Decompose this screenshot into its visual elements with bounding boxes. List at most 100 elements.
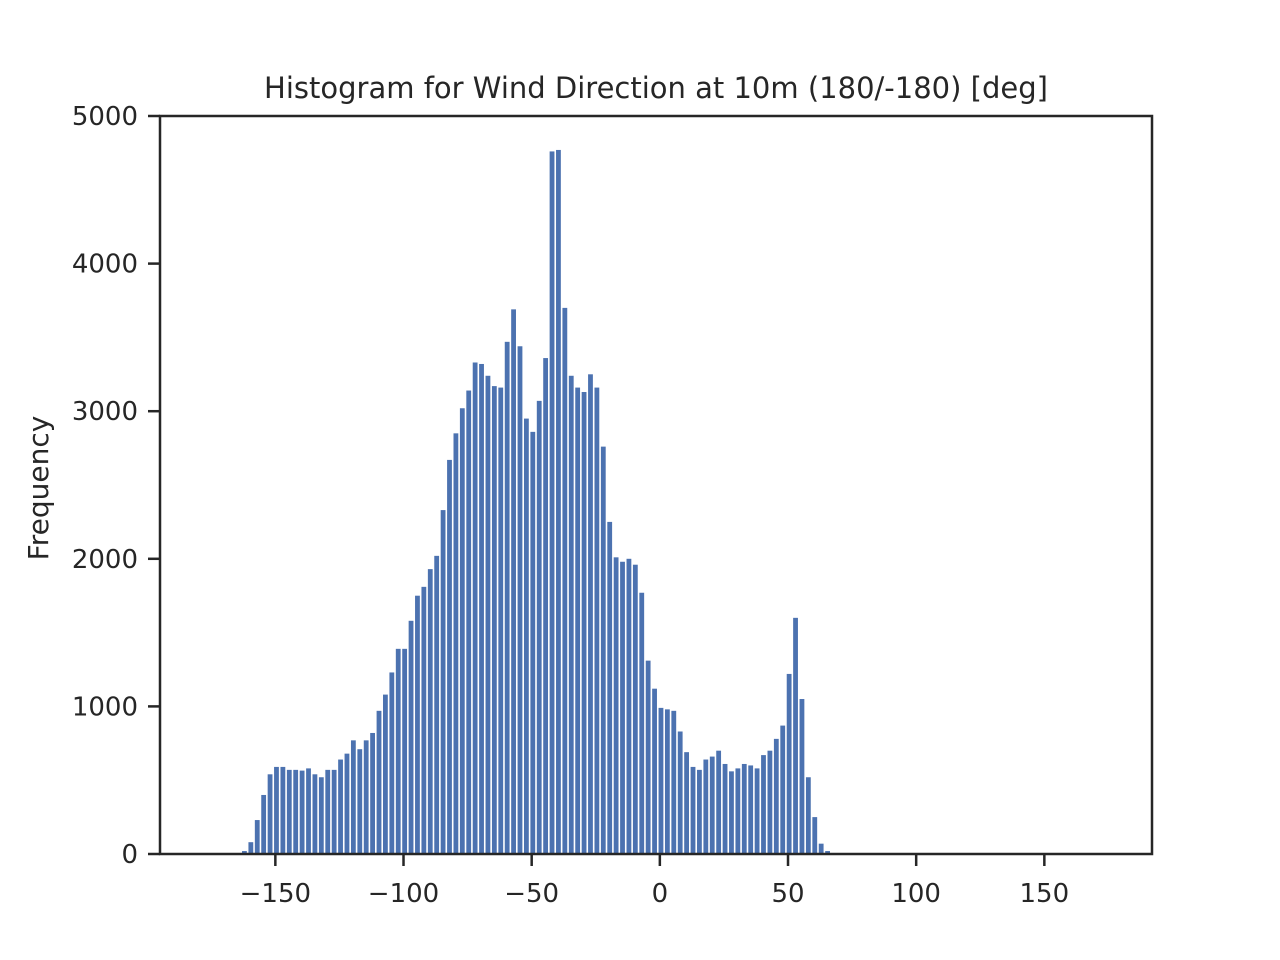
histogram-bar [562, 307, 568, 854]
histogram-bar [626, 558, 632, 854]
histogram-bar [780, 725, 786, 854]
histogram-bar [716, 750, 722, 854]
histogram-bar [735, 768, 741, 854]
y-tick-label: 0 [121, 840, 138, 870]
histogram-bar [472, 362, 478, 854]
histogram-bar [242, 851, 247, 854]
histogram-bar [613, 557, 619, 854]
x-axis-ticks: −150 −100 −50 0 50 100 150 [240, 854, 1070, 909]
y-tick-label: 1000 [72, 692, 138, 722]
histogram-bar [607, 521, 613, 854]
histogram-bar [274, 766, 279, 854]
histogram-bar [594, 387, 600, 854]
histogram-bar [620, 561, 625, 854]
histogram-bar [453, 433, 459, 854]
histogram-bar [286, 769, 292, 854]
x-tick-label: −100 [368, 879, 439, 909]
histogram-bar [812, 817, 818, 854]
histogram-bar [402, 648, 408, 854]
histogram-bar [357, 749, 363, 854]
histogram-bar [568, 375, 574, 854]
histogram-bar [267, 774, 273, 854]
histogram-bar [588, 374, 593, 854]
histogram-bar [280, 766, 286, 854]
histogram-bar [805, 777, 811, 854]
histogram-bar [415, 595, 420, 854]
histogram-bar [684, 752, 690, 854]
histogram-bar [389, 672, 395, 854]
histogram-bar [261, 794, 267, 854]
histogram-bar [632, 564, 638, 854]
histogram-bar [383, 694, 388, 854]
histogram-bar [581, 392, 587, 854]
histogram-bar [761, 755, 766, 854]
histogram-bar [331, 769, 337, 854]
histogram-bar [793, 617, 798, 854]
x-tick-label: 150 [1020, 879, 1070, 909]
x-tick-label: −50 [504, 879, 559, 909]
histogram-bar [408, 620, 414, 854]
histogram-bar [254, 820, 260, 854]
histogram-bar [741, 763, 747, 854]
x-tick-label: 0 [652, 879, 669, 909]
histogram-bar [344, 753, 350, 854]
histogram-bar [549, 151, 555, 854]
y-tick-label: 5000 [72, 102, 138, 132]
x-tick-label: 50 [771, 879, 804, 909]
histogram-bar [652, 688, 657, 854]
histogram-bar [639, 592, 645, 854]
histogram-bar [318, 777, 324, 854]
histogram-bar [363, 740, 369, 854]
histogram-bar [498, 387, 504, 854]
histogram-bar [773, 738, 779, 854]
histogram-bar [421, 586, 427, 854]
histogram-bar [556, 149, 561, 854]
histogram-bar [491, 386, 497, 854]
histogram-bar [697, 769, 702, 854]
histogram-bar [427, 569, 433, 854]
histogram-bar [575, 387, 581, 854]
histogram-bar [786, 673, 792, 854]
histogram-bar [325, 769, 331, 854]
histogram-bar [825, 851, 830, 854]
histogram-bar [434, 555, 440, 854]
x-tick-label: −150 [240, 879, 311, 909]
histogram-bar [395, 648, 401, 854]
histogram-bar [517, 346, 523, 854]
histogram-bar [690, 766, 696, 854]
histogram-bar [485, 375, 491, 854]
histogram-bar [722, 763, 728, 854]
histogram-bar [299, 770, 305, 854]
histogram-bar [543, 358, 549, 854]
histogram-bar [511, 309, 516, 855]
histogram-bar [447, 459, 452, 854]
histogram-bar [523, 418, 529, 854]
histogram-bar [306, 768, 311, 854]
histogram-bar [459, 408, 465, 854]
histogram-bar [664, 709, 670, 854]
histogram-bar [479, 363, 484, 854]
histogram-bar [350, 740, 356, 854]
histogram-bar [729, 771, 734, 854]
histogram-bar [799, 699, 805, 854]
bars-group [242, 149, 830, 855]
histogram-bar [754, 768, 760, 854]
y-axis-ticks: 0 1000 2000 3000 4000 5000 [72, 102, 160, 870]
y-tick-label: 2000 [72, 545, 138, 575]
histogram-bar [370, 732, 375, 854]
histogram-bar [536, 400, 542, 854]
histogram-bar [703, 759, 709, 854]
histogram-bar [530, 431, 536, 854]
histogram-bar [709, 756, 715, 854]
histogram-bar [376, 710, 382, 854]
histogram-bar [466, 390, 472, 854]
histogram-bar [671, 710, 677, 854]
histogram-bar [504, 341, 510, 854]
histogram-bar [658, 707, 664, 854]
histogram-bar [818, 843, 824, 854]
histogram-bar [248, 842, 254, 854]
histogram-bar [600, 446, 606, 854]
y-tick-label: 3000 [72, 397, 138, 427]
histogram-bar [748, 765, 754, 854]
